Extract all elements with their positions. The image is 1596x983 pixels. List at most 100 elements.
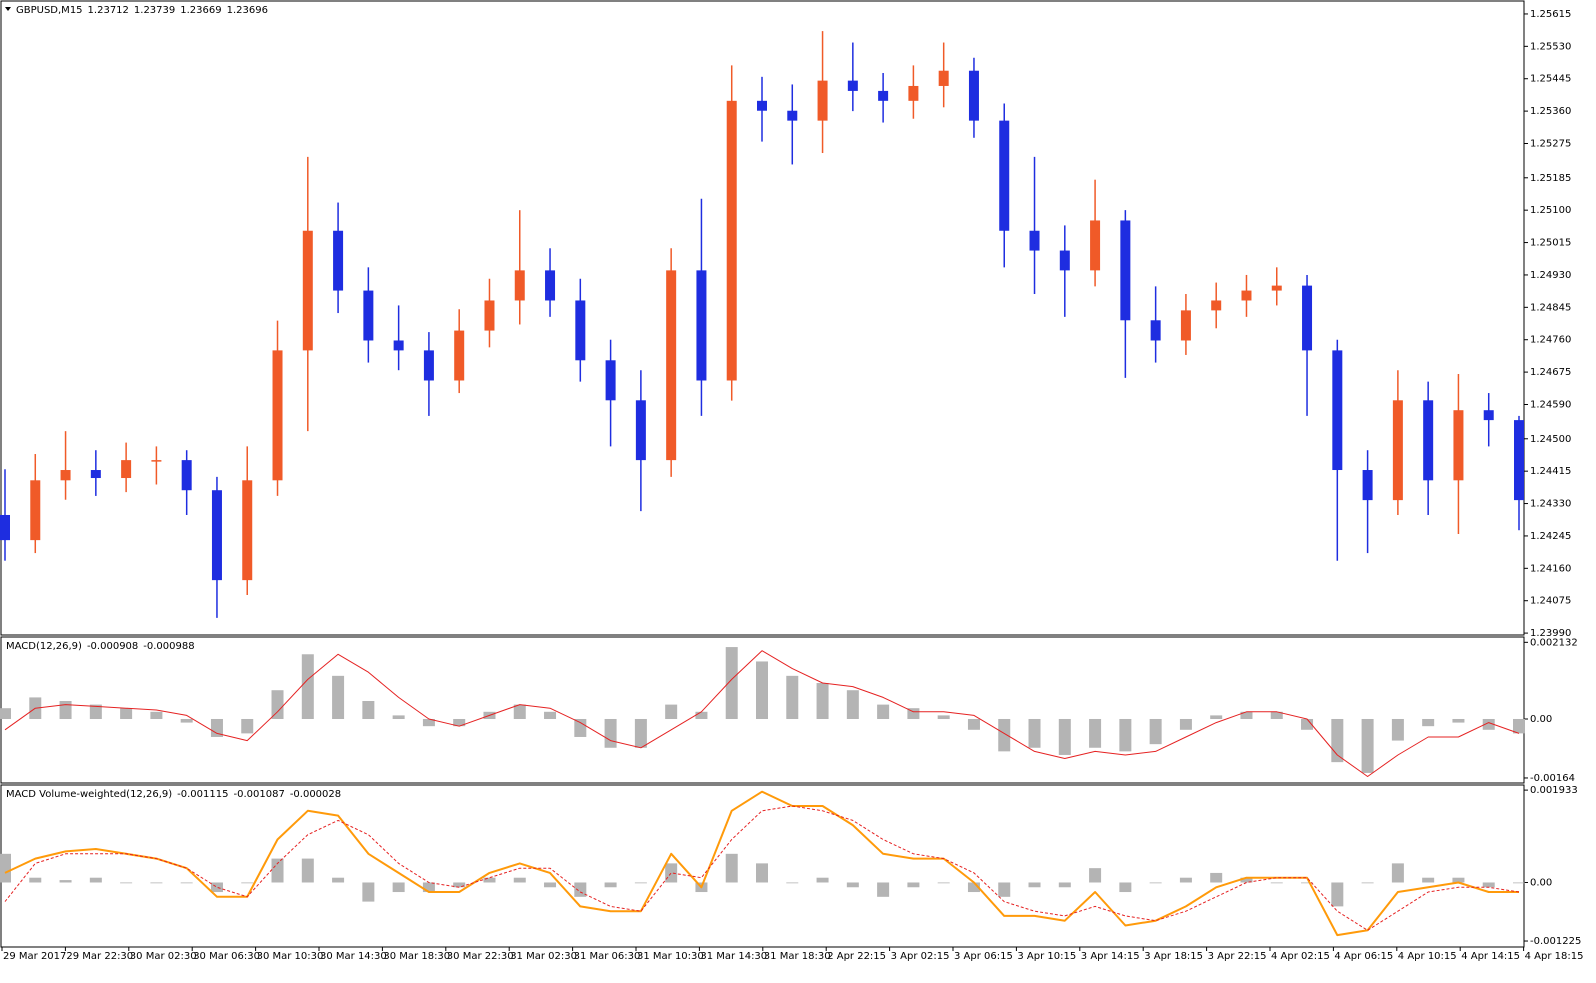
histogram-bar <box>1179 877 1192 883</box>
histogram-bar <box>1331 882 1344 907</box>
histogram-bar <box>634 718 647 748</box>
indicator-value: -0.000908 <box>87 641 138 652</box>
y-tick-label: 1.25615 <box>1530 9 1571 20</box>
histogram-bar <box>1058 718 1071 755</box>
panel-header: GBPUSD,M15 1.23712 1.23739 1.23669 1.23696 <box>16 5 268 16</box>
x-tick-label: 31 Mar 14:30 <box>700 951 767 962</box>
candle-body <box>545 270 556 301</box>
histogram-bar <box>1028 882 1041 888</box>
histogram-bar <box>1210 715 1223 719</box>
histogram-bar <box>1240 877 1253 883</box>
histogram-bar <box>513 704 526 719</box>
histogram-bar <box>574 718 587 737</box>
candle-body <box>666 270 677 461</box>
candle-body <box>333 230 344 291</box>
candle-body <box>211 490 222 581</box>
indicator-line <box>4 650 1520 777</box>
histogram-bar <box>967 882 980 893</box>
indicator-line <box>4 790 1519 937</box>
histogram-bar <box>89 704 102 719</box>
candle-body <box>1453 410 1464 481</box>
x-tick-label: 30 Mar 22:30 <box>447 951 514 962</box>
panel-header: MACD Volume-weighted(12,26,9) -0.001115 -0… <box>6 789 341 800</box>
histogram-bar <box>1422 877 1435 883</box>
histogram-bar <box>1240 711 1253 719</box>
x-tick-label: 3 Apr 14:15 <box>1081 951 1140 962</box>
y-tick-label: 0.001933 <box>1530 785 1578 796</box>
histogram-bar <box>362 701 375 719</box>
histogram-bar <box>998 718 1011 752</box>
histogram-bar <box>453 882 466 888</box>
histogram-bar <box>301 858 314 883</box>
y-tick-label: 1.24675 <box>1530 367 1571 378</box>
histogram-bar <box>756 863 768 883</box>
candle-body <box>1332 350 1343 471</box>
candle-body <box>1423 400 1434 481</box>
histogram-bar <box>120 708 133 719</box>
indicator-value: -0.000028 <box>290 789 341 800</box>
histogram-bar <box>332 877 345 883</box>
indicator-title: MACD(12,26,9) <box>6 641 82 652</box>
histogram-bar <box>422 882 435 893</box>
candle-body <box>968 70 979 121</box>
histogram-bar <box>0 853 11 883</box>
y-tick-label: 1.24245 <box>1530 531 1571 542</box>
histogram-bar <box>483 877 496 883</box>
x-tick-label: 2 Apr 22:15 <box>827 951 886 962</box>
candle-body <box>908 85 919 101</box>
menu-arrow <box>5 7 11 11</box>
candle-body <box>605 360 616 401</box>
y-tick-label: 0.00 <box>1530 714 1552 725</box>
y-tick-label: 1.24330 <box>1530 499 1571 510</box>
candle-body <box>363 290 374 341</box>
histogram-bar <box>937 882 950 884</box>
candle-body <box>999 120 1010 231</box>
candle-body <box>151 460 162 462</box>
x-tick-label: 4 Apr 18:15 <box>1525 951 1584 962</box>
histogram-bar <box>1270 711 1283 719</box>
histogram-bar <box>786 882 799 884</box>
x-tick-label: 30 Mar 14:30 <box>320 951 387 962</box>
x-tick-label: 30 Mar 18:30 <box>383 951 450 962</box>
histogram-bar <box>1119 718 1132 752</box>
x-tick-label: 31 Mar 06:30 <box>574 951 641 962</box>
x-tick-label: 4 Apr 06:15 <box>1334 951 1393 962</box>
histogram-bar <box>544 882 557 888</box>
histogram-bar <box>725 647 738 719</box>
x-tick-label: 4 Apr 02:15 <box>1271 951 1330 962</box>
histogram-bar <box>544 711 557 719</box>
y-tick-label: 1.24930 <box>1530 270 1571 281</box>
ohlc-value: 1.23712 <box>88 5 129 16</box>
histogram-bar <box>998 882 1011 897</box>
panel-header: MACD(12,26,9) -0.000908 -0.000988 <box>6 641 195 652</box>
histogram-bar <box>1513 718 1525 734</box>
histogram-bar <box>241 882 254 884</box>
candle-body <box>514 270 525 301</box>
ohlc-value: 1.23739 <box>134 5 175 16</box>
histogram-bar <box>392 715 405 719</box>
y-tick-label: 1.24075 <box>1530 596 1571 607</box>
histogram-bar <box>574 882 587 897</box>
histogram-bar <box>1391 863 1404 883</box>
y-tick-label: -0.00164 <box>1530 773 1575 784</box>
y-tick-label: 1.25360 <box>1530 106 1571 117</box>
x-tick-label: 31 Mar 18:30 <box>764 951 831 962</box>
histogram-bar <box>0 708 11 719</box>
histogram-bar <box>210 882 223 893</box>
histogram-bar <box>89 877 102 883</box>
x-tick-label: 3 Apr 10:15 <box>1017 951 1076 962</box>
x-tick-label: 3 Apr 22:15 <box>1208 951 1267 962</box>
histogram-bar <box>1452 718 1465 723</box>
candle-body <box>454 330 465 381</box>
candle-body <box>1029 230 1040 251</box>
histogram-bar <box>453 718 466 727</box>
histogram-bar <box>877 882 890 897</box>
candle-body <box>60 470 71 481</box>
histogram-bar <box>150 882 163 884</box>
histogram-bar <box>907 882 920 888</box>
histogram-bar <box>422 718 435 727</box>
histogram-bar <box>1361 882 1374 884</box>
histogram-bar <box>907 708 920 719</box>
candle-body <box>757 100 767 111</box>
histogram-bar <box>150 711 163 719</box>
